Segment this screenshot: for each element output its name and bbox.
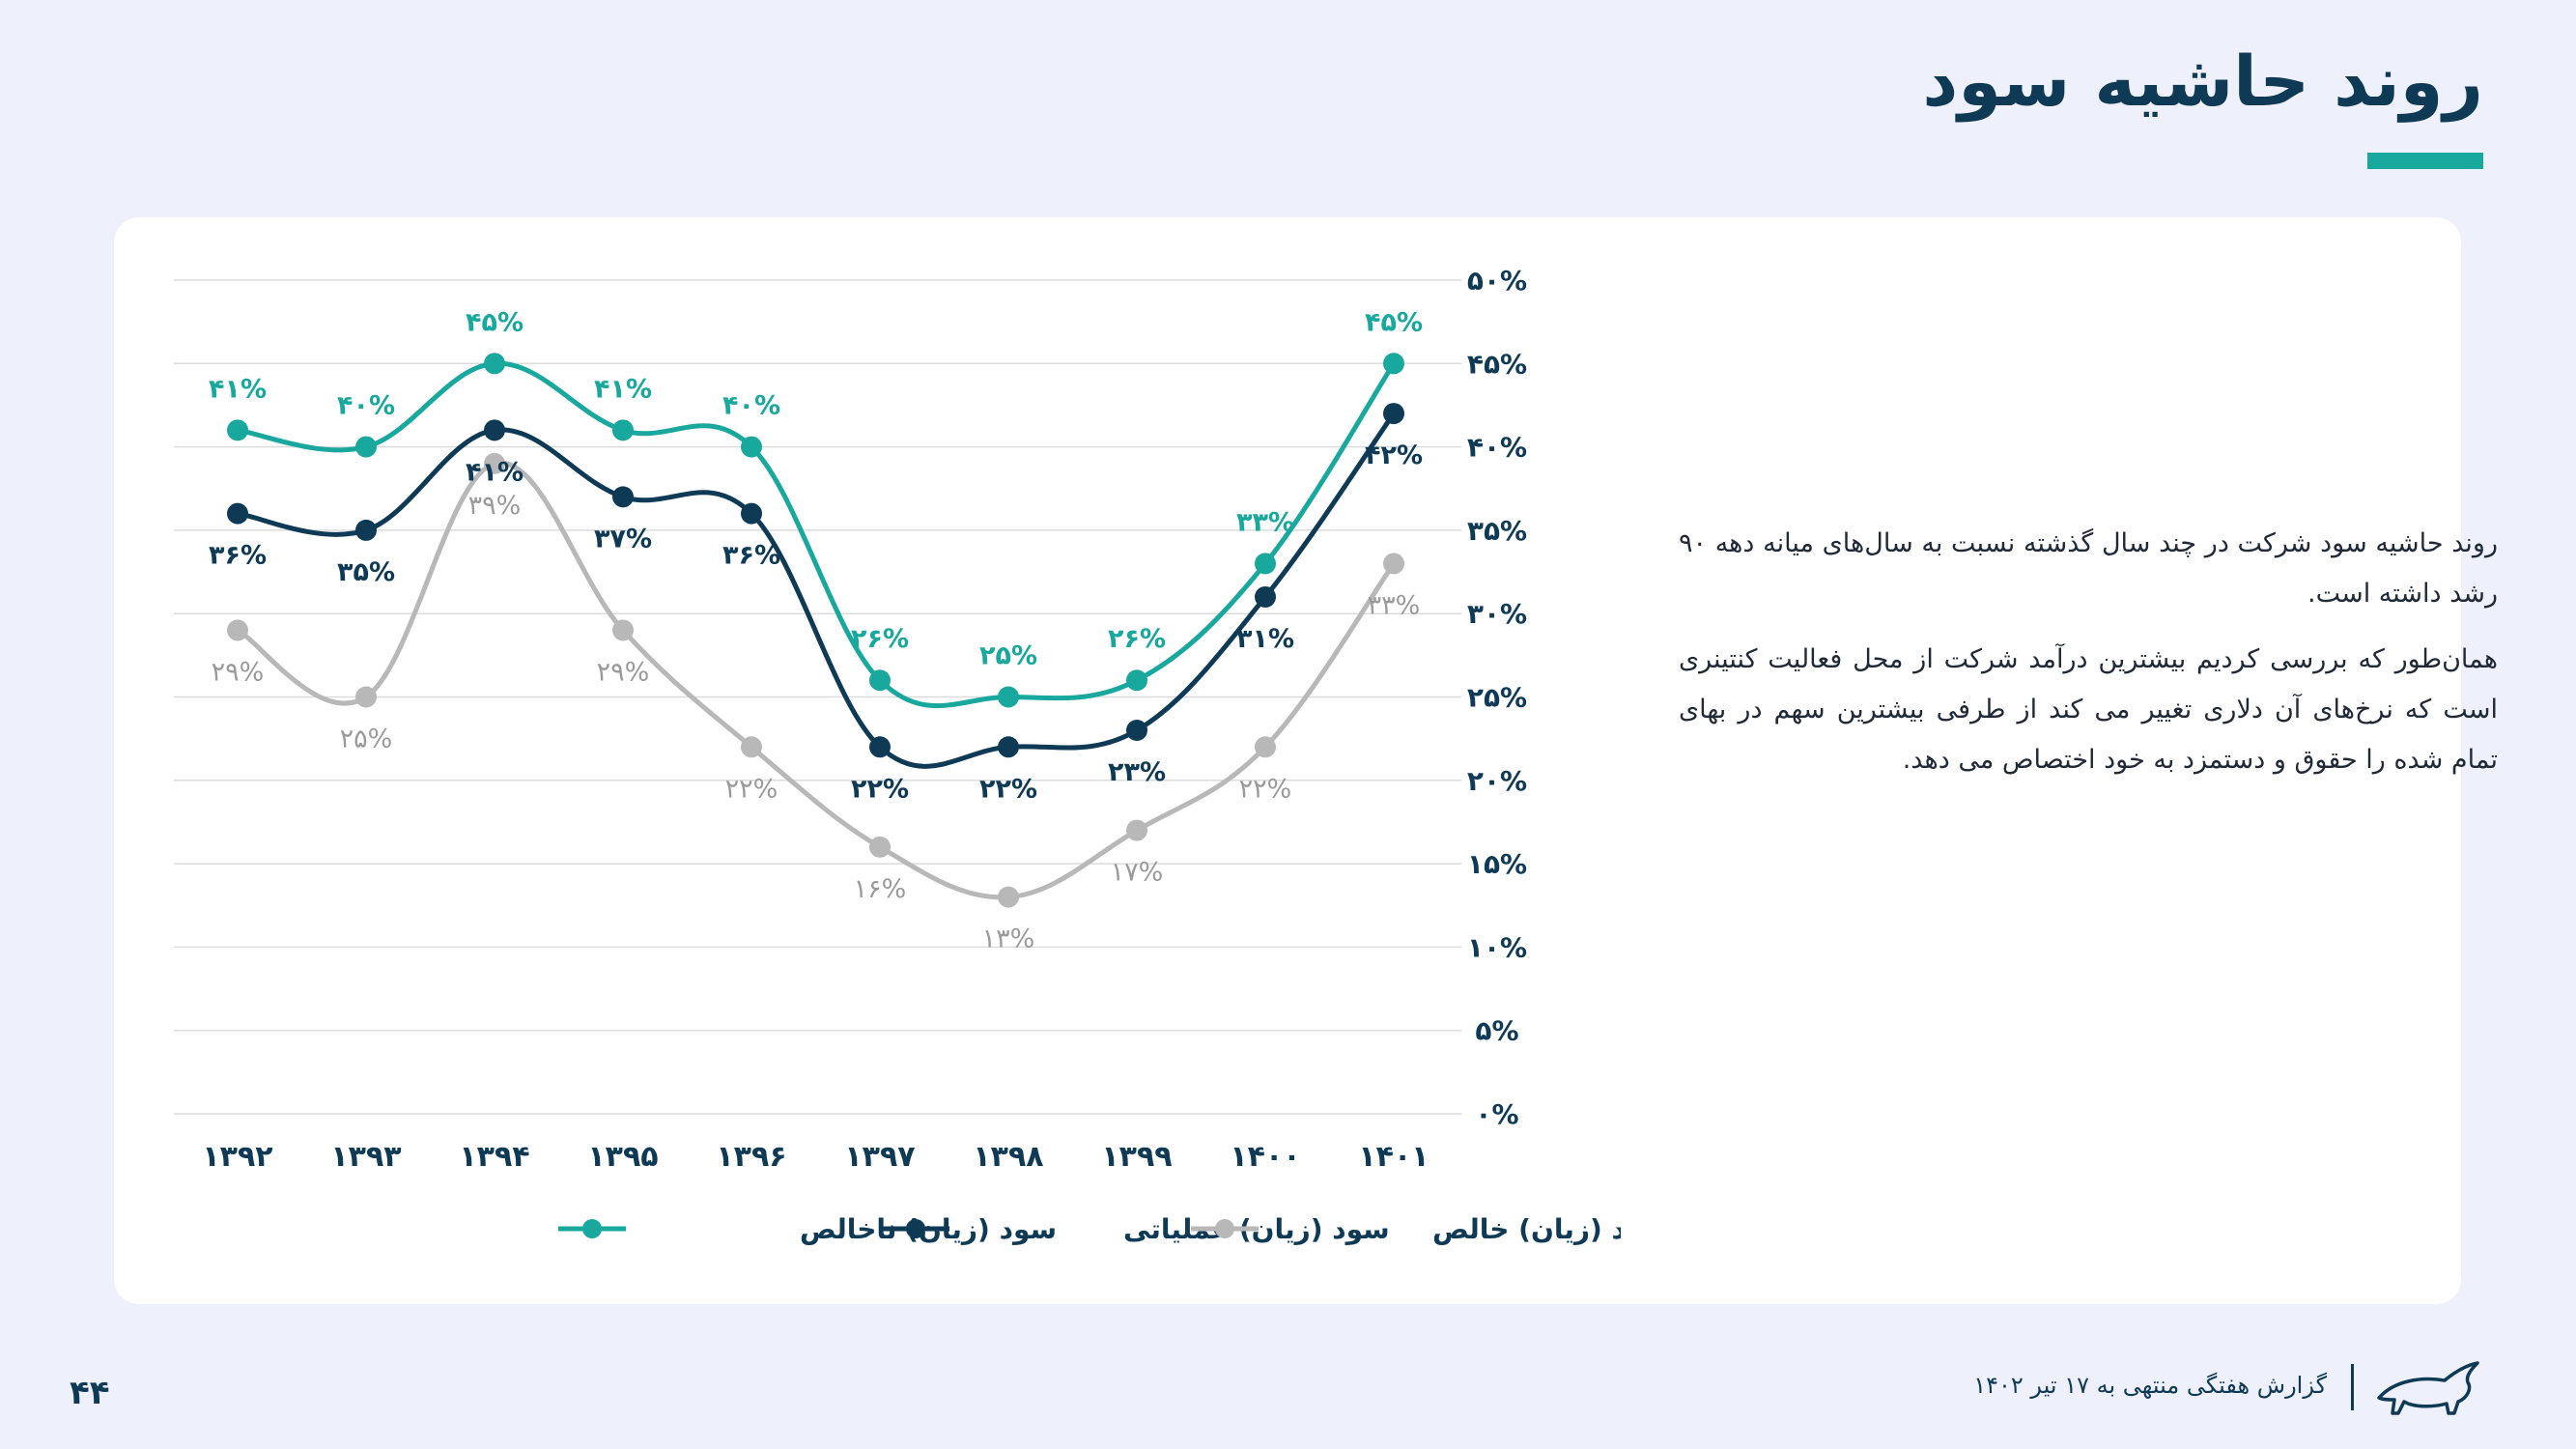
data-point bbox=[1383, 403, 1404, 425]
data-point bbox=[1126, 669, 1147, 692]
data-point bbox=[1383, 553, 1404, 575]
y-tick-label: ۵% bbox=[1475, 1015, 1518, 1047]
data-point bbox=[1255, 736, 1276, 758]
title-underline bbox=[2367, 153, 2483, 169]
data-label: ۴۰% bbox=[722, 391, 780, 421]
series-line bbox=[235, 460, 1397, 900]
data-label: ۲۹% bbox=[212, 657, 265, 687]
y-tick-label: ۵۰% bbox=[1467, 265, 1527, 297]
data-label: ۴۱% bbox=[209, 374, 267, 404]
series-line bbox=[235, 411, 1397, 769]
series-line bbox=[235, 360, 1397, 709]
data-label: ۳۳% bbox=[1368, 590, 1421, 620]
x-tick-label: ۱۳۹۸ bbox=[973, 1140, 1043, 1174]
data-point bbox=[484, 419, 505, 441]
data-point bbox=[741, 436, 762, 458]
data-label: ۳۵% bbox=[337, 557, 395, 587]
data-label: ۲۶% bbox=[1108, 624, 1166, 654]
data-point bbox=[1255, 585, 1276, 608]
data-point bbox=[612, 619, 634, 641]
data-point bbox=[1383, 353, 1404, 375]
data-point bbox=[484, 353, 505, 375]
y-tick-label: ۴۵% bbox=[1467, 348, 1527, 380]
data-point bbox=[227, 619, 248, 641]
data-point bbox=[741, 502, 762, 525]
data-point bbox=[1255, 553, 1276, 575]
data-label: ۳۶% bbox=[209, 541, 267, 571]
data-label: ۲۶% bbox=[851, 624, 909, 654]
data-label: ۱۶% bbox=[854, 874, 907, 904]
description-paragraph-2: همان‌طور که بررسی کردیم بیشترین درآمد شر… bbox=[1679, 644, 2498, 775]
data-label: ۲۲% bbox=[1239, 774, 1292, 804]
data-point bbox=[355, 436, 377, 458]
page-number: ۴۴ bbox=[70, 1374, 110, 1412]
data-point bbox=[741, 736, 762, 758]
bull-logo-icon bbox=[2377, 1361, 2479, 1415]
data-label: ۳۶% bbox=[722, 541, 780, 571]
data-point bbox=[612, 419, 634, 441]
data-point bbox=[612, 486, 634, 508]
data-point bbox=[1126, 819, 1147, 841]
description-text: روند حاشیه سود شرکت در چند سال گذشته نسب… bbox=[1679, 519, 2498, 801]
data-label: ۲۳% bbox=[1108, 757, 1166, 787]
x-tick-label: ۱۳۹۶ bbox=[716, 1140, 786, 1174]
y-tick-label: ۲۰% bbox=[1467, 765, 1527, 797]
legend-marker bbox=[582, 1219, 602, 1238]
data-label: ۴۱% bbox=[466, 457, 524, 487]
data-point bbox=[869, 736, 891, 758]
data-label: ۴۵% bbox=[1365, 307, 1423, 337]
data-label: ۱۳% bbox=[982, 924, 1035, 954]
data-label: ۲۹% bbox=[597, 657, 650, 687]
data-label: ۱۷% bbox=[1111, 858, 1164, 888]
data-label: ۳۳% bbox=[1236, 507, 1294, 537]
x-tick-label: ۱۴۰۱ bbox=[1358, 1140, 1429, 1174]
x-tick-label: ۱۳۹۴ bbox=[459, 1140, 529, 1174]
data-label: ۳۹% bbox=[468, 491, 522, 521]
data-point bbox=[484, 452, 505, 474]
content-card: ۰% ۵% ۱۰% ۱۵% ۲۰% ۲۵% ۳۰% ۳۵% ۴۰% ۴۵% ۵۰% ۱۳۹۲ ۱۳۹۳ ۱… bbox=[114, 217, 2498, 1304]
legend-label: سود (زیان) خالص bbox=[1432, 1213, 1621, 1245]
x-tick-label: ۱۳۹۲ bbox=[202, 1140, 272, 1174]
data-label: ۴۵% bbox=[466, 307, 524, 337]
data-label: ۲۵% bbox=[979, 641, 1037, 671]
legend-marker bbox=[1215, 1219, 1234, 1238]
profit-margin-line-chart: ۰% ۵% ۱۰% ۱۵% ۲۰% ۲۵% ۳۰% ۳۵% ۴۰% ۴۵% ۵۰% ۱۳۹۲ ۱۳۹۳ ۱… bbox=[174, 265, 1621, 1245]
data-point bbox=[998, 686, 1019, 708]
y-tick-label: ۰% bbox=[1475, 1098, 1518, 1130]
data-point bbox=[355, 519, 377, 541]
y-tick-label: ۲۵% bbox=[1467, 682, 1527, 714]
data-label: ۳۱% bbox=[1236, 624, 1294, 654]
data-point bbox=[998, 886, 1019, 908]
data-point bbox=[227, 502, 248, 525]
data-point bbox=[227, 419, 248, 441]
y-tick-label: ۱۵% bbox=[1467, 848, 1527, 880]
y-tick-label: ۴۰% bbox=[1467, 432, 1527, 464]
data-point bbox=[869, 669, 891, 692]
data-label: ۳۷% bbox=[594, 524, 652, 554]
y-tick-label: ۱۰% bbox=[1467, 931, 1527, 963]
page-title: روند حاشیه سود bbox=[1922, 41, 2483, 122]
data-label: ۲۲% bbox=[979, 774, 1037, 804]
report-title: گزارش هفتگی منتهی به ۱۷ تیر ۱۴۰۲ bbox=[1973, 1372, 2327, 1399]
data-label: ۲۵% bbox=[340, 724, 393, 754]
data-point bbox=[998, 736, 1019, 758]
x-tick-label: ۱۳۹۷ bbox=[844, 1140, 915, 1174]
y-tick-label: ۳۵% bbox=[1467, 515, 1527, 547]
x-tick-label: ۱۳۹۹ bbox=[1101, 1140, 1172, 1174]
data-point bbox=[355, 686, 377, 708]
footer-divider bbox=[2351, 1364, 2354, 1410]
x-tick-label: ۱۴۰۰ bbox=[1230, 1140, 1300, 1174]
data-label: ۲۲% bbox=[851, 774, 909, 804]
data-label: ۲۲% bbox=[725, 774, 778, 804]
data-point bbox=[1126, 720, 1147, 742]
description-paragraph-1: روند حاشیه سود شرکت در چند سال گذشته نسب… bbox=[1679, 528, 2498, 609]
data-label: ۴۱% bbox=[594, 374, 652, 404]
x-tick-label: ۱۳۹۳ bbox=[330, 1140, 401, 1174]
x-tick-label: ۱۳۹۵ bbox=[587, 1140, 658, 1174]
y-tick-label: ۳۰% bbox=[1467, 598, 1527, 630]
data-point bbox=[869, 836, 891, 858]
legend-marker bbox=[906, 1219, 925, 1238]
data-label: ۴۲% bbox=[1365, 440, 1423, 470]
data-label: ۴۰% bbox=[337, 391, 395, 421]
